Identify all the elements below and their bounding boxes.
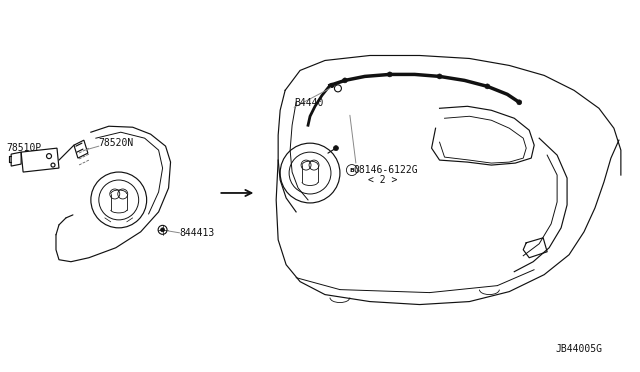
Text: 78510P: 78510P [6, 143, 42, 153]
Circle shape [387, 72, 392, 77]
Circle shape [330, 83, 334, 87]
Circle shape [342, 78, 348, 83]
Text: 844413: 844413 [180, 228, 215, 238]
Circle shape [437, 74, 442, 79]
Text: B: B [349, 168, 355, 173]
Circle shape [161, 228, 164, 232]
Circle shape [516, 100, 522, 105]
Text: < 2 >: < 2 > [368, 175, 397, 185]
Circle shape [485, 84, 490, 89]
Text: 08146-6122G: 08146-6122G [354, 165, 419, 175]
Text: 78520N: 78520N [99, 138, 134, 148]
Circle shape [333, 146, 339, 151]
Text: JB44005G: JB44005G [555, 344, 602, 355]
Text: B4440: B4440 [294, 98, 323, 108]
